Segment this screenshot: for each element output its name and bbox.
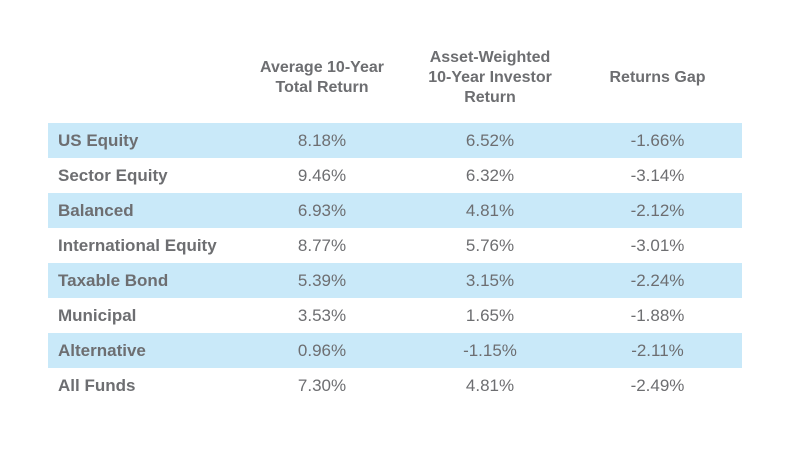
row-label: International Equity [58, 235, 217, 255]
table-row-taxable-bond: Taxable Bond 5.39% 3.15% -2.24% [48, 263, 742, 298]
returns-gap-value: -2.49% [630, 375, 685, 395]
table-row-all-funds: All Funds 7.30% 4.81% -2.49% [48, 368, 742, 403]
table-row-balanced: Balanced 6.93% 4.81% -2.12% [48, 193, 742, 228]
table-header-row: Average 10-Year Total Return Asset-Weigh… [48, 41, 742, 115]
returns-gap-value: -2.24% [630, 270, 685, 290]
header-asset-weighted-investor-return: Asset-Weighted 10-Year Investor Return [428, 49, 552, 106]
investor-return-value: 3.15% [465, 270, 515, 290]
investor-return-value: 5.76% [465, 235, 515, 255]
avg-total-return-value: 6.93% [297, 200, 347, 220]
investor-return-value: 4.81% [465, 200, 515, 220]
returns-gap-value: -2.11% [631, 340, 684, 360]
avg-total-return-value: 5.39% [297, 270, 347, 290]
row-label: Taxable Bond [58, 270, 169, 290]
row-label: Municipal [58, 305, 137, 325]
table-row-us-equity: US Equity 8.18% 6.52% -1.66% [48, 123, 742, 158]
investor-return-value: 6.52% [465, 130, 515, 150]
investor-return-value: 1.65% [465, 305, 515, 325]
table-body: US Equity 8.18% 6.52% -1.66% Sector Equi… [48, 123, 742, 403]
table-row-sector-equity: Sector Equity 9.46% 6.32% -3.14% [48, 158, 742, 193]
returns-gap-value: -3.14% [630, 165, 685, 185]
table-row-municipal: Municipal 3.53% 1.65% -1.88% [48, 298, 742, 333]
returns-gap-value: -3.01% [630, 235, 685, 255]
returns-gap-value: -1.66% [630, 130, 685, 150]
row-label: Balanced [58, 200, 134, 220]
row-label: Sector Equity [58, 165, 168, 185]
row-label: All Funds [58, 375, 136, 395]
table-row-international-equity: International Equity 8.77% 5.76% -3.01% [48, 228, 742, 263]
investor-return-value: 6.32% [465, 165, 515, 185]
returns-gap-value: -2.12% [630, 200, 685, 220]
table-row-alternative: Alternative 0.96% -1.15% -2.11% [48, 333, 742, 368]
avg-total-return-value: 0.96% [297, 340, 347, 360]
row-label: US Equity [58, 130, 139, 150]
avg-total-return-value: 8.18% [297, 130, 347, 150]
avg-total-return-value: 3.53% [297, 305, 347, 325]
investor-return-value: 4.81% [465, 375, 515, 395]
avg-total-return-value: 8.77% [297, 235, 347, 255]
header-average-total-return: Average 10-Year Total Return [260, 59, 384, 96]
row-label: Alternative [58, 340, 146, 360]
avg-total-return-value: 7.30% [297, 375, 347, 395]
avg-total-return-value: 9.46% [297, 165, 347, 185]
returns-gap-value: -1.88% [630, 305, 685, 325]
investor-return-value: -1.15% [463, 340, 517, 360]
returns-gap-table: Average 10-Year Total Return Asset-Weigh… [48, 41, 742, 403]
header-returns-gap: Returns Gap [609, 69, 706, 86]
